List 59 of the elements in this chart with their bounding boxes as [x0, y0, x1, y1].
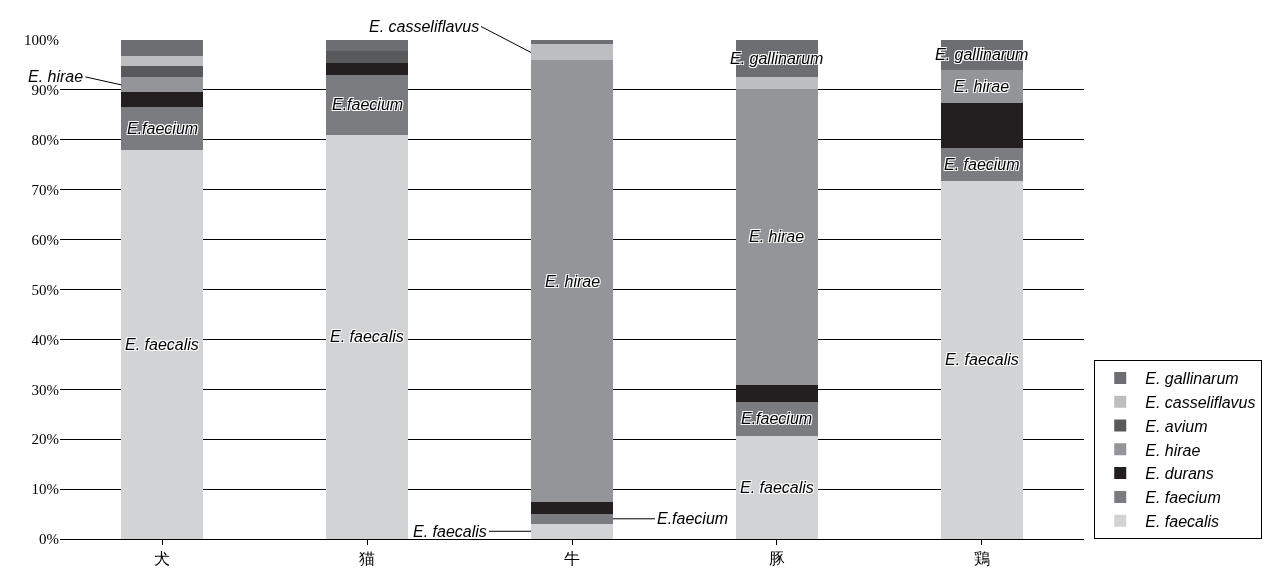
data-label: E. faecalis [413, 523, 487, 540]
y-tick-label: 20% [31, 431, 59, 448]
data-label: E. faecium [944, 156, 1020, 173]
data-label: E. faecalis [330, 328, 404, 345]
y-tick-label: 80% [31, 132, 59, 149]
legend-label: E. hirae [1145, 441, 1201, 459]
legend-label: E. casseliflavus [1145, 393, 1256, 411]
data-label: E.faecium [127, 120, 199, 137]
legend-label: E. faecium [1145, 489, 1221, 507]
bar [531, 60, 613, 503]
bar [326, 51, 409, 64]
data-label: E. hirae [749, 228, 805, 245]
y-tick-label: 60% [31, 231, 59, 248]
y-tick-label: 10% [31, 481, 59, 498]
x-tick-label: 鶏 [973, 550, 990, 568]
bar [326, 63, 409, 75]
x-tick-label: 牛 [564, 550, 580, 568]
bar [531, 502, 613, 515]
data-label: E. faecalis [740, 479, 814, 496]
bar [121, 40, 204, 56]
bar [735, 88, 818, 385]
bar [940, 103, 1023, 149]
bar [326, 40, 409, 52]
data-label: E.faecium [657, 510, 729, 527]
data-label: E.faecium [332, 96, 404, 113]
bar [121, 92, 204, 108]
x-tick-label: 犬 [154, 550, 171, 568]
bar [121, 66, 204, 78]
y-tick-label: 0% [39, 531, 59, 548]
bar [735, 77, 818, 89]
bar [735, 384, 818, 402]
y-tick-label: 50% [31, 281, 59, 298]
bar [735, 436, 818, 539]
data-label: E. faecalis [945, 351, 1019, 368]
data-label: E.faecium [741, 410, 813, 427]
bar [531, 514, 613, 524]
data-label: E. casseliflavus [369, 18, 480, 35]
x-tick-label: 豚 [768, 550, 785, 568]
y-tick-label: 90% [31, 82, 59, 99]
y-tick-label: 40% [31, 331, 59, 348]
bar [121, 55, 204, 67]
y-tick-label: 100% [24, 32, 59, 49]
legend-label: E. faecalis [1145, 512, 1220, 530]
bar [940, 180, 1023, 539]
bar [531, 523, 613, 539]
bar [121, 149, 204, 539]
data-label: E. hirae [545, 273, 601, 290]
legend-label: E. gallinarum [1145, 370, 1239, 388]
y-tick-label: 70% [31, 181, 59, 198]
data-label: E. hirae [28, 68, 84, 85]
data-label: E. hirae [954, 78, 1010, 95]
legend-label: E. durans [1145, 465, 1214, 483]
bar [326, 134, 409, 539]
bar [531, 44, 613, 61]
y-tick-label: 30% [31, 381, 59, 398]
legend-label: E. avium [1145, 417, 1208, 435]
data-label: E. faecalis [125, 336, 199, 353]
bar [121, 77, 204, 93]
x-tick-label: 猫 [359, 550, 376, 568]
